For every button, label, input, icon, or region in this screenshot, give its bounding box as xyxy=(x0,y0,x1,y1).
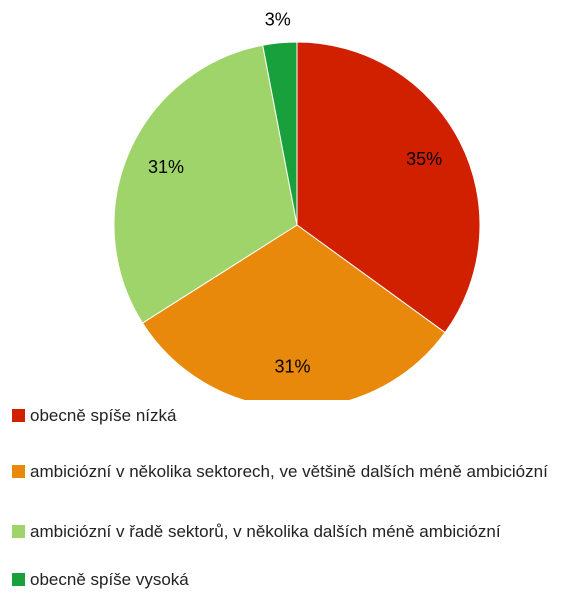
legend-item: obecně spíše nízká xyxy=(12,404,578,428)
legend-item: ambiciózní v několika sektorech, ve větš… xyxy=(12,460,578,484)
legend-label: ambiciózní v několika sektorech, ve větš… xyxy=(30,462,548,481)
pie-slice xyxy=(141,224,446,400)
legend-item: obecně spíše vysoká xyxy=(12,568,578,592)
legend-swatch xyxy=(12,409,25,422)
data-label: 3% xyxy=(265,10,291,30)
pie-slice xyxy=(113,44,298,324)
data-label: 31% xyxy=(275,356,311,376)
chart: 35% 31% 31% 3% xyxy=(113,10,481,400)
legend-item: ambiciózní v řadě sektorů, v několika da… xyxy=(12,520,578,544)
legend-swatch xyxy=(12,525,25,538)
legend-label: ambiciózní v řadě sektorů, v několika da… xyxy=(30,522,501,541)
data-label: 31% xyxy=(148,157,184,177)
legend-swatch xyxy=(12,573,25,586)
data-label: 35% xyxy=(406,149,442,169)
pie-slice xyxy=(296,41,481,334)
legend-swatch xyxy=(12,465,25,478)
pie-slice xyxy=(262,41,298,226)
legend-label: obecně spíše vysoká xyxy=(30,570,189,589)
legend-label: obecně spíše nízká xyxy=(30,406,177,425)
